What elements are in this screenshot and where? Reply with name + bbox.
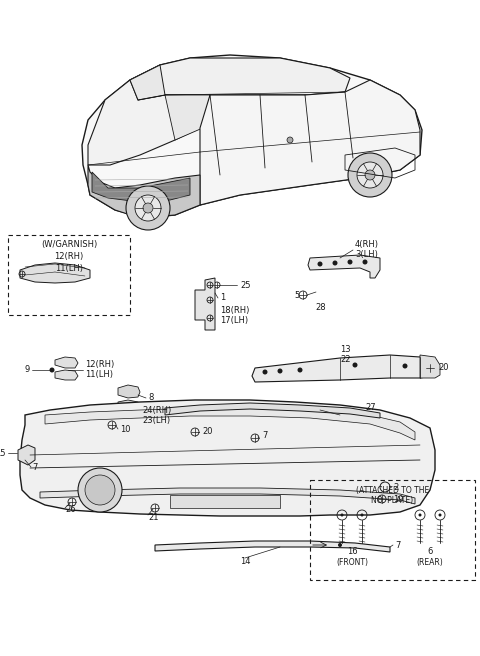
Circle shape	[287, 137, 293, 143]
Polygon shape	[170, 495, 280, 508]
Polygon shape	[18, 445, 35, 465]
Text: 9: 9	[25, 365, 30, 375]
Polygon shape	[118, 400, 140, 412]
Text: 6: 6	[427, 548, 432, 556]
Circle shape	[143, 203, 153, 213]
Text: 11(LH): 11(LH)	[85, 371, 113, 380]
Circle shape	[348, 260, 352, 264]
Text: 14: 14	[240, 558, 250, 567]
Polygon shape	[308, 255, 380, 278]
Polygon shape	[252, 355, 435, 382]
Polygon shape	[88, 165, 200, 218]
Text: 7: 7	[262, 430, 267, 440]
Circle shape	[85, 475, 115, 505]
Text: 10: 10	[120, 426, 131, 434]
Circle shape	[362, 260, 368, 264]
Circle shape	[357, 162, 383, 188]
Circle shape	[333, 260, 337, 266]
Text: 20: 20	[202, 428, 213, 436]
Text: 17(LH): 17(LH)	[220, 316, 248, 325]
Text: 4(RH): 4(RH)	[355, 241, 379, 249]
Text: (FRONT): (FRONT)	[336, 558, 368, 567]
Circle shape	[365, 170, 375, 180]
Text: 20: 20	[438, 363, 448, 373]
Text: 15: 15	[0, 449, 6, 457]
Circle shape	[403, 363, 408, 369]
Text: 8: 8	[148, 394, 154, 403]
Polygon shape	[200, 80, 420, 205]
Circle shape	[317, 262, 323, 266]
Circle shape	[439, 514, 442, 516]
Circle shape	[360, 514, 363, 516]
Text: 7: 7	[395, 541, 400, 550]
Text: 5: 5	[295, 291, 300, 300]
Circle shape	[348, 153, 392, 197]
Text: 12(RH): 12(RH)	[54, 253, 84, 262]
Text: 28: 28	[315, 304, 325, 312]
Polygon shape	[82, 55, 422, 218]
Circle shape	[135, 195, 161, 221]
Text: 18(RH): 18(RH)	[220, 306, 250, 314]
Text: 12(RH): 12(RH)	[85, 361, 114, 369]
Circle shape	[340, 514, 344, 516]
Text: 11(LH): 11(LH)	[55, 264, 83, 272]
Text: 21: 21	[148, 512, 158, 522]
Polygon shape	[420, 355, 440, 378]
Text: 24(RH): 24(RH)	[142, 405, 171, 415]
Circle shape	[419, 514, 421, 516]
Text: 27: 27	[365, 403, 376, 413]
Text: 7: 7	[32, 464, 37, 472]
Polygon shape	[118, 385, 140, 398]
Polygon shape	[20, 263, 90, 283]
Circle shape	[49, 367, 55, 373]
Text: 22: 22	[340, 356, 350, 365]
Polygon shape	[40, 488, 415, 504]
Polygon shape	[92, 172, 190, 202]
Text: 13: 13	[340, 346, 350, 354]
Circle shape	[277, 369, 283, 373]
Text: 2: 2	[393, 483, 398, 491]
Polygon shape	[88, 80, 210, 165]
Polygon shape	[55, 357, 78, 368]
Polygon shape	[165, 95, 210, 140]
Circle shape	[338, 543, 342, 547]
Polygon shape	[165, 403, 380, 418]
Text: 3(LH): 3(LH)	[355, 251, 378, 260]
Polygon shape	[155, 541, 390, 552]
Text: 1: 1	[220, 293, 225, 302]
Polygon shape	[55, 370, 78, 380]
Circle shape	[263, 369, 267, 375]
Circle shape	[78, 468, 122, 512]
Polygon shape	[20, 400, 435, 516]
Polygon shape	[305, 92, 345, 112]
Polygon shape	[130, 65, 165, 100]
Circle shape	[352, 363, 358, 367]
Text: (ATTACHED TO THE: (ATTACHED TO THE	[356, 485, 429, 495]
Polygon shape	[205, 95, 260, 127]
Polygon shape	[195, 278, 215, 330]
Text: 19: 19	[393, 495, 404, 504]
Polygon shape	[255, 95, 305, 122]
Text: 23(LH): 23(LH)	[142, 415, 170, 424]
Polygon shape	[130, 58, 350, 100]
Text: 16: 16	[347, 548, 357, 556]
Text: NO. PLATE): NO. PLATE)	[372, 495, 414, 504]
Circle shape	[126, 186, 170, 230]
Text: 25: 25	[240, 281, 251, 289]
Text: (REAR): (REAR)	[417, 558, 444, 567]
Polygon shape	[45, 408, 415, 440]
Text: 26: 26	[65, 506, 76, 514]
Circle shape	[298, 367, 302, 373]
Text: (W/GARNISH): (W/GARNISH)	[41, 241, 97, 249]
